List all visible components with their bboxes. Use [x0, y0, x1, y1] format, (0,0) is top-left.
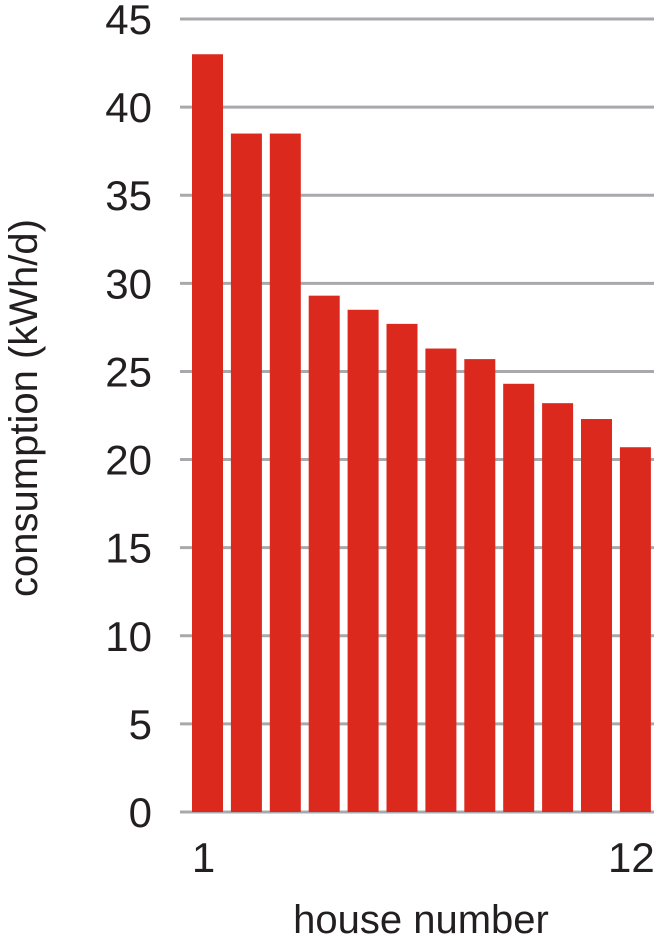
- bar-house-12: [619, 447, 651, 812]
- x-axis-label: house number: [293, 898, 549, 939]
- y-tick-label: 25: [105, 348, 152, 395]
- bars: [192, 54, 651, 813]
- bar-house-1: [192, 54, 223, 812]
- y-tick-label: 15: [105, 525, 152, 572]
- y-tick-label: 40: [105, 84, 152, 131]
- x-axis-ticks: 1 12: [192, 834, 655, 881]
- bar-house-5: [347, 309, 379, 812]
- bar-house-6: [386, 323, 418, 812]
- bar-house-10: [542, 403, 574, 812]
- y-tick-label: 35: [105, 172, 152, 219]
- y-tick-label: 10: [105, 613, 152, 660]
- bar-house-4: [308, 295, 340, 812]
- y-tick-label: 5: [129, 701, 152, 748]
- y-tick-label: 30: [105, 260, 152, 307]
- bar-house-11: [581, 419, 612, 812]
- y-axis-label: consumption (kWh/d): [2, 219, 46, 597]
- bar-house-7: [425, 348, 457, 812]
- bar-house-9: [503, 383, 535, 812]
- bar-house-8: [464, 359, 496, 812]
- bar-house-3: [269, 133, 301, 813]
- y-tick-label: 45: [105, 0, 152, 43]
- y-axis-ticks: 0 5 10 15 20 25 30 35 40 45: [105, 0, 152, 836]
- y-tick-label: 20: [105, 437, 152, 484]
- x-tick-label: 12: [608, 834, 655, 881]
- x-tick-label: 1: [192, 834, 215, 881]
- y-tick-label: 0: [129, 789, 152, 836]
- bar-house-2: [230, 133, 262, 813]
